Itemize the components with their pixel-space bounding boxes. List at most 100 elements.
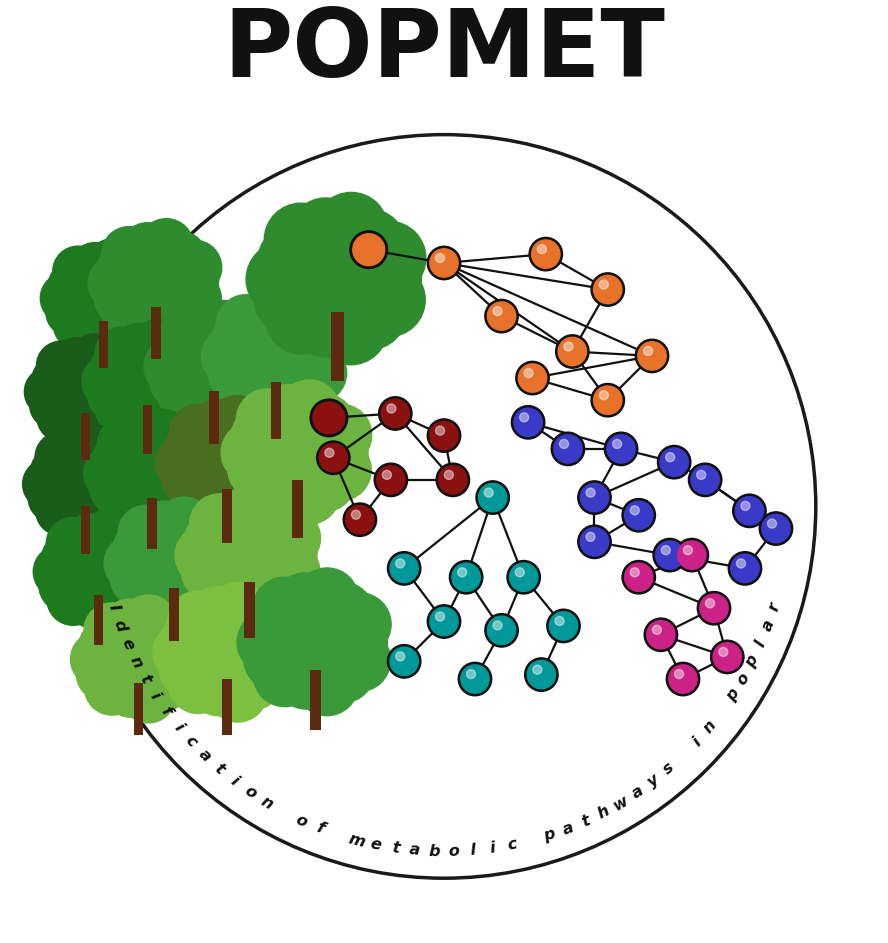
- Text: l: l: [753, 638, 769, 650]
- Circle shape: [223, 651, 282, 710]
- Circle shape: [152, 231, 207, 286]
- Circle shape: [196, 301, 252, 356]
- Circle shape: [578, 525, 611, 558]
- Circle shape: [430, 422, 458, 450]
- Circle shape: [767, 519, 776, 528]
- Circle shape: [70, 334, 119, 383]
- Bar: [310, 670, 321, 730]
- Circle shape: [108, 560, 162, 613]
- Circle shape: [83, 446, 139, 501]
- Circle shape: [237, 359, 297, 420]
- Circle shape: [82, 345, 131, 394]
- Circle shape: [514, 408, 543, 437]
- Circle shape: [70, 242, 120, 293]
- Circle shape: [532, 240, 560, 269]
- Circle shape: [110, 550, 166, 605]
- Circle shape: [599, 390, 608, 400]
- Circle shape: [230, 310, 321, 403]
- Circle shape: [718, 648, 728, 656]
- Bar: [209, 391, 218, 444]
- Circle shape: [109, 431, 194, 516]
- Circle shape: [377, 466, 405, 494]
- Circle shape: [210, 313, 266, 369]
- Circle shape: [95, 570, 147, 622]
- Circle shape: [92, 459, 143, 509]
- Circle shape: [88, 256, 143, 310]
- Circle shape: [559, 338, 586, 366]
- Circle shape: [310, 439, 371, 501]
- Circle shape: [181, 541, 241, 601]
- Circle shape: [274, 646, 337, 709]
- Circle shape: [476, 481, 510, 514]
- Circle shape: [254, 261, 328, 335]
- Circle shape: [137, 502, 193, 557]
- Circle shape: [435, 612, 445, 621]
- Circle shape: [390, 647, 418, 675]
- Circle shape: [187, 587, 247, 647]
- Circle shape: [485, 614, 519, 647]
- Circle shape: [324, 611, 387, 674]
- Circle shape: [42, 533, 94, 586]
- Circle shape: [185, 511, 244, 571]
- Circle shape: [247, 596, 310, 658]
- Circle shape: [261, 508, 321, 568]
- Circle shape: [163, 461, 217, 516]
- Circle shape: [102, 599, 157, 653]
- Circle shape: [735, 497, 764, 525]
- Circle shape: [387, 404, 396, 413]
- Circle shape: [114, 240, 199, 325]
- Circle shape: [95, 444, 146, 495]
- Circle shape: [195, 375, 252, 432]
- Circle shape: [289, 198, 362, 272]
- Circle shape: [310, 399, 348, 437]
- Circle shape: [555, 617, 564, 625]
- Text: d: d: [111, 618, 129, 634]
- Text: o: o: [242, 783, 259, 802]
- Circle shape: [245, 499, 305, 558]
- Circle shape: [287, 343, 346, 403]
- Circle shape: [250, 405, 345, 501]
- Circle shape: [65, 574, 117, 627]
- Text: i: i: [170, 720, 186, 734]
- Circle shape: [638, 341, 666, 370]
- Circle shape: [666, 662, 700, 696]
- Circle shape: [183, 419, 272, 507]
- Circle shape: [95, 473, 146, 523]
- Circle shape: [593, 275, 622, 304]
- Circle shape: [352, 263, 425, 337]
- Circle shape: [190, 494, 250, 554]
- Text: i: i: [489, 840, 496, 856]
- Circle shape: [258, 456, 320, 518]
- Circle shape: [163, 256, 218, 310]
- Circle shape: [688, 463, 722, 497]
- Circle shape: [237, 611, 300, 674]
- Circle shape: [524, 369, 533, 377]
- Text: f: f: [313, 820, 326, 836]
- Circle shape: [328, 629, 391, 691]
- Circle shape: [581, 528, 608, 556]
- Circle shape: [139, 219, 194, 273]
- Circle shape: [675, 538, 709, 571]
- Circle shape: [134, 607, 189, 662]
- Circle shape: [551, 432, 584, 466]
- Circle shape: [599, 280, 608, 290]
- Text: a: a: [759, 619, 777, 634]
- Circle shape: [586, 488, 595, 497]
- Circle shape: [208, 662, 267, 722]
- Text: n: n: [126, 653, 145, 670]
- Circle shape: [655, 541, 684, 570]
- Circle shape: [348, 242, 422, 316]
- Circle shape: [510, 563, 538, 591]
- Circle shape: [102, 226, 156, 281]
- Text: e: e: [369, 836, 383, 853]
- Circle shape: [236, 389, 298, 451]
- Text: s: s: [660, 760, 677, 778]
- Circle shape: [713, 643, 741, 671]
- Circle shape: [591, 273, 624, 306]
- Bar: [143, 405, 152, 455]
- Circle shape: [430, 607, 458, 636]
- Circle shape: [113, 258, 163, 309]
- Circle shape: [158, 308, 214, 365]
- Circle shape: [144, 339, 200, 394]
- Circle shape: [64, 259, 142, 338]
